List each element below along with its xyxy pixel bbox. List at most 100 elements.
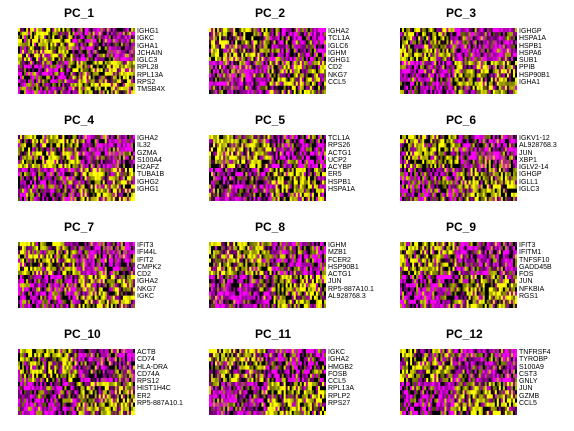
heatmap-cell [257,89,260,94]
heatmap-cell [508,85,512,91]
heatmap-cell [510,36,514,41]
heatmap-cell [402,69,405,74]
heatmap-cell [317,61,321,66]
heatmap-cell [80,196,83,201]
heatmap-cell [225,89,228,94]
heatmap-cell [235,143,238,148]
heatmap-cell [472,143,475,148]
heatmap-cell [255,139,258,144]
heatmap-cell [235,151,238,156]
heatmap-cell [510,44,514,49]
heatmap-cell [56,168,59,173]
heatmap-cell [227,73,230,78]
heatmap-cell [36,35,39,40]
heatmap-cell [239,135,242,140]
heatmap-cell [120,143,124,148]
heatmap-cell [22,64,25,69]
heatmap-cell [62,139,65,144]
heatmap-cell [50,61,53,65]
heatmap-cell [293,143,297,148]
heatmap-cell [42,188,45,194]
heatmap-cell [261,151,264,156]
heatmap-cell [72,46,75,51]
heatmap-cell [307,48,311,54]
heatmap-cell [26,79,29,84]
heatmap-cell [44,42,47,47]
heatmap-cell [281,159,284,165]
heatmap-cell [263,168,266,173]
heatmap-cell [221,143,224,148]
heatmap-cell [434,143,437,148]
heatmap-cell [237,28,240,33]
heatmap-cell [299,135,303,140]
heatmap-cell [239,89,242,94]
heatmap-cell [102,57,106,62]
heatmap-cell [504,81,508,87]
heatmap-cell [436,44,439,49]
heatmap-cell [295,48,299,54]
heatmap-cell [277,77,280,82]
heatmap-cell [114,39,118,43]
gene-labels: TCL1A RPS26 ACTG1 UCP2 ACYBP ER5 HSPB1 HSPA1A [328,135,384,201]
heatmap-cell [303,44,307,49]
heatmap-cell [92,68,95,73]
heatmap-cell [273,65,276,70]
heatmap-cell [108,31,112,36]
heatmap-cell [275,143,278,148]
heatmap-cell [64,159,67,165]
heatmap-cell [225,139,228,144]
heatmap-cell [506,48,510,54]
heatmap-cell [100,90,104,94]
heatmap-cell [46,79,49,84]
heatmap-cell [406,40,409,45]
heatmap-cell [52,139,55,144]
heatmap-cell [247,176,250,181]
heatmap-cell [24,86,27,91]
heatmap-cell [80,151,83,156]
heatmap-cell [281,143,284,148]
heatmap-cell [297,159,301,165]
heatmap-cell [273,61,276,66]
heatmap-cell [430,135,433,140]
heatmap-cell [492,143,496,148]
heatmap-cell [319,77,323,82]
heatmap-cell [251,61,254,66]
heatmap-cell [132,28,135,32]
heatmap-cell [317,28,321,33]
heatmap-cell [466,81,469,87]
heatmap-cell [42,86,45,91]
heatmap-cell [299,139,303,144]
heatmap-cell [311,32,315,37]
heatmap-cell [110,151,114,156]
heatmap-cell [281,40,284,45]
heatmap-cell [86,159,89,165]
heatmap-cell [60,46,63,51]
heatmap-cell [249,28,252,33]
heatmap-cell [219,48,222,54]
heatmap-cell [464,69,467,74]
heatmap-cell [259,85,262,91]
heatmap-cell [112,184,116,189]
heatmap-cell [293,163,297,169]
heatmap-cell [46,42,49,47]
heatmap-cell [400,56,403,62]
heatmap-cell [94,176,97,181]
heatmap-cell [309,77,313,82]
heatmap-cell [124,143,128,148]
heatmap-cell [408,73,411,78]
heatmap-cell [448,44,451,49]
heatmap-cell [211,143,214,148]
heatmap-cell [486,69,490,74]
heatmap-cell [259,56,262,62]
gene-label: RPL13A [137,71,164,79]
heatmap-cell [460,56,463,62]
heatmap-cell [289,32,293,37]
heatmap-cell [72,35,75,40]
heatmap-cell [24,196,27,201]
heatmap-cell [432,135,435,140]
heatmap-cell [48,46,51,51]
heatmap-cell [219,56,222,62]
heatmap-cell [241,147,244,152]
heatmap-cell [24,75,27,80]
heatmap-cell [74,180,77,185]
